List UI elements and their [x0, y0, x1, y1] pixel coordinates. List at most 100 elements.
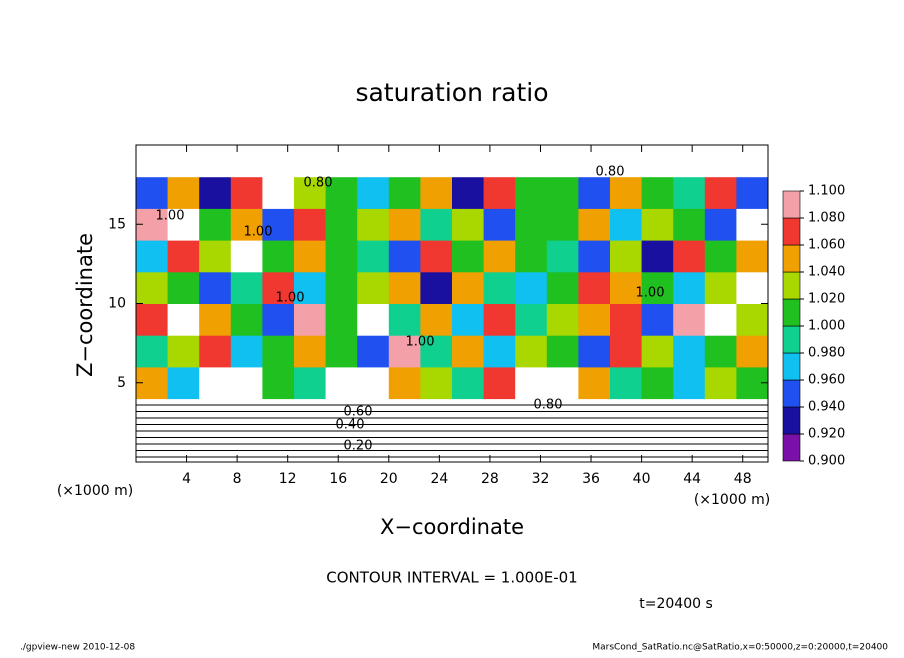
- cell: [546, 145, 579, 178]
- cell: [294, 303, 327, 336]
- cell: [452, 303, 485, 336]
- contour-label: 0.20: [344, 439, 373, 454]
- cell: [704, 208, 737, 241]
- colorbar-label: 1.000: [808, 319, 845, 334]
- cell: [136, 271, 169, 304]
- cell: [230, 271, 263, 304]
- cell: [610, 271, 643, 304]
- cell: [641, 145, 674, 178]
- cell: [199, 271, 232, 304]
- colorbar-swatch: [782, 298, 801, 327]
- cell: [578, 208, 611, 241]
- cell: [610, 366, 643, 400]
- cell: [167, 335, 200, 368]
- cell: [294, 366, 327, 400]
- cell: [199, 335, 232, 368]
- cell: [704, 430, 737, 463]
- cell: [673, 208, 706, 241]
- cell: [136, 430, 169, 463]
- cell: [578, 240, 611, 273]
- cell: [167, 145, 200, 178]
- cell: [673, 430, 706, 463]
- cell: [515, 303, 548, 336]
- cell: [262, 366, 295, 400]
- cell: [230, 366, 263, 400]
- footer: MarsCond_SatRatio.nc@SatRatio,x=0:50000,…: [592, 643, 888, 653]
- contour-note: CONTOUR INTERVAL = 1.000E-01: [326, 569, 577, 587]
- cell: [325, 145, 358, 178]
- cell: [515, 398, 548, 431]
- cell: [578, 303, 611, 336]
- cell: [294, 208, 327, 241]
- y-axis-label: Z−coordinate: [73, 233, 97, 377]
- colorbar-swatch: [782, 433, 801, 462]
- cell: [452, 271, 485, 304]
- contour-label: 1.00: [636, 286, 665, 301]
- cell: [294, 176, 327, 209]
- cell: [167, 398, 200, 431]
- cell: [515, 366, 548, 400]
- cell: [704, 271, 737, 304]
- cell: [420, 303, 453, 336]
- cell: [483, 145, 516, 178]
- cell: [736, 145, 769, 178]
- cell: [167, 303, 200, 336]
- cell: [704, 145, 737, 178]
- cell: [262, 398, 295, 431]
- cell: [294, 271, 327, 304]
- cell: [641, 176, 674, 209]
- colorbar-swatch: [782, 244, 801, 273]
- x-tick-label: 32: [532, 471, 550, 487]
- cell: [388, 145, 421, 178]
- x-tick-label: 40: [633, 471, 651, 487]
- colorbar-label: 0.900: [808, 454, 845, 469]
- cell: [641, 430, 674, 463]
- colorbar-label: 1.040: [808, 265, 845, 280]
- cell: [483, 398, 516, 431]
- cell: [199, 303, 232, 336]
- cell: [420, 398, 453, 431]
- cell: [262, 335, 295, 368]
- cell: [610, 176, 643, 209]
- cell: [420, 176, 453, 209]
- cell: [199, 145, 232, 178]
- cell: [452, 208, 485, 241]
- cell: [294, 335, 327, 368]
- cell: [673, 366, 706, 400]
- cell: [388, 335, 421, 368]
- cell: [262, 303, 295, 336]
- cell: [546, 271, 579, 304]
- cell: [515, 145, 548, 178]
- cell: [704, 303, 737, 336]
- cell: [610, 303, 643, 336]
- cell: [294, 145, 327, 178]
- cell: [515, 240, 548, 273]
- cell: [641, 271, 674, 304]
- cell: [610, 240, 643, 273]
- cell: [199, 176, 232, 209]
- cell: [736, 430, 769, 463]
- cell: [167, 240, 200, 273]
- cell: [452, 335, 485, 368]
- cell: [294, 430, 327, 463]
- colorbar-swatch: [782, 217, 801, 246]
- cell: [736, 335, 769, 368]
- y-tick-label: 15: [108, 216, 126, 232]
- cell: [325, 176, 358, 209]
- x-tick-label: 12: [279, 471, 297, 487]
- cell: [704, 240, 737, 273]
- colorbar-label: 1.100: [808, 184, 845, 199]
- cell: [325, 208, 358, 241]
- colorbar-swatch: [782, 379, 801, 408]
- cell: [357, 208, 390, 241]
- cell: [546, 430, 579, 463]
- cell: [483, 240, 516, 273]
- cell: [515, 335, 548, 368]
- cell: [546, 335, 579, 368]
- cell: [199, 398, 232, 431]
- cell: [388, 366, 421, 400]
- cell: [167, 430, 200, 463]
- cell: [325, 335, 358, 368]
- cell: [230, 430, 263, 463]
- x-unit: (×1000 m): [694, 492, 770, 508]
